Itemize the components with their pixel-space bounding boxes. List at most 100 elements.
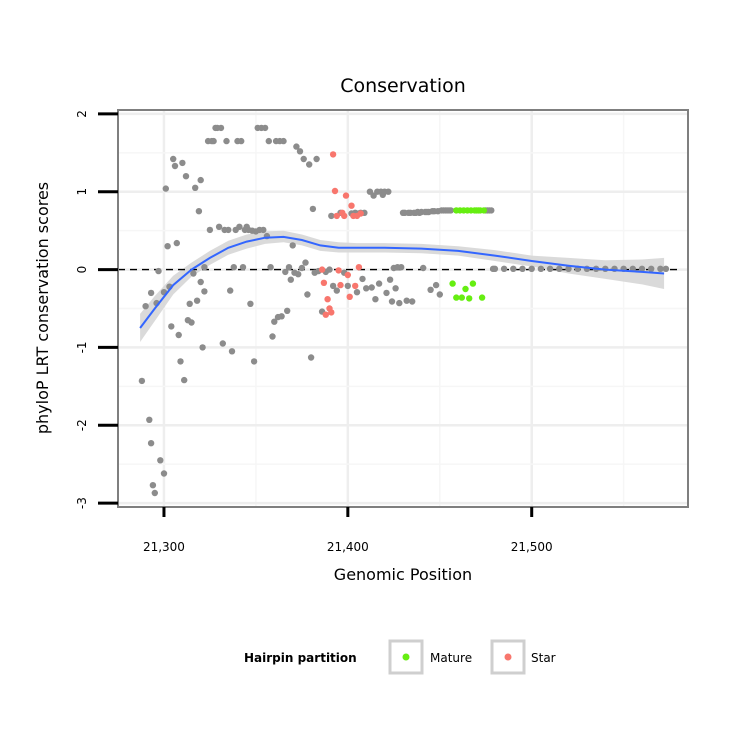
point-other (396, 299, 403, 307)
point-other (228, 348, 236, 355)
point-other (175, 331, 182, 339)
point-other (528, 265, 535, 272)
point-other (170, 155, 177, 163)
point-other (353, 289, 361, 296)
point-other (201, 264, 208, 271)
point-other (285, 264, 293, 271)
point-other (284, 307, 291, 314)
point-other (491, 265, 499, 272)
point-other (238, 137, 245, 145)
point-other (326, 266, 333, 273)
point-other (302, 259, 309, 266)
point-star (331, 187, 339, 195)
point-other (168, 323, 175, 330)
point-other (225, 226, 232, 234)
y-tick-label: -3 (75, 497, 89, 509)
point-star (322, 311, 329, 318)
plot-border (117, 109, 689, 508)
point-other (383, 289, 390, 297)
point-other (289, 242, 296, 249)
point-other (199, 344, 206, 351)
point-other (186, 300, 193, 307)
point-star (318, 266, 326, 273)
point-other (510, 265, 517, 272)
point-other (223, 137, 230, 145)
point-other (227, 287, 234, 294)
point-other (278, 313, 285, 320)
point-other (151, 489, 158, 497)
smooth-line (139, 235, 665, 329)
point-other (265, 137, 272, 145)
point-other (215, 223, 223, 230)
point-other (403, 297, 410, 304)
point-other (155, 267, 162, 275)
x-tick-label: 21,400 (327, 540, 369, 554)
point-other (157, 457, 164, 464)
legend-label-star: Star (531, 651, 556, 665)
point-other (648, 265, 655, 272)
point-mature (458, 294, 465, 301)
point-star (344, 271, 351, 279)
point-star (335, 267, 342, 274)
point-other (372, 296, 379, 303)
point-star (333, 212, 340, 220)
point-star (352, 282, 359, 290)
point-other (363, 285, 370, 292)
point-other (142, 303, 149, 310)
point-other (427, 286, 434, 293)
point-other (556, 265, 563, 272)
point-star (342, 192, 350, 199)
x-tick-label: 21,300 (143, 540, 185, 554)
legend: Hairpin partition Mature Star (244, 639, 556, 675)
point-other (188, 319, 195, 326)
point-other (304, 291, 311, 298)
point-other (436, 291, 443, 298)
point-other (147, 289, 155, 297)
point-other (250, 358, 258, 365)
point-other (359, 275, 366, 283)
point-other (190, 270, 197, 277)
point-other (386, 276, 394, 283)
point-mature (480, 207, 488, 214)
point-star (357, 210, 364, 217)
point-other (267, 264, 274, 271)
point-other (447, 207, 454, 214)
chart-title: Conservation (340, 75, 466, 97)
point-mature (478, 294, 486, 301)
point-star (324, 296, 331, 303)
point-other (546, 265, 554, 272)
confidence-band (140, 230, 665, 342)
point-other (210, 137, 217, 145)
legend-dot-star (504, 653, 512, 661)
point-other (500, 265, 508, 272)
point-other (409, 298, 416, 305)
point-other (307, 354, 315, 361)
point-other (193, 297, 201, 304)
point-other (261, 124, 269, 132)
smooth-curve (139, 235, 665, 329)
point-other (432, 281, 440, 289)
point-other (519, 265, 526, 272)
point-other (375, 280, 383, 287)
x-axis-title: Genomic Position (334, 565, 472, 584)
point-other (219, 340, 226, 347)
point-other (565, 265, 572, 272)
point-other (309, 205, 317, 213)
point-other (271, 318, 278, 325)
point-other (388, 298, 396, 305)
legend-label-mature: Mature (430, 651, 472, 665)
point-other (306, 161, 313, 168)
point-mature (469, 280, 477, 287)
point-other (296, 148, 304, 155)
point-other (537, 265, 545, 272)
y-axis-title: phyloP LRT conservation scores (33, 182, 52, 434)
point-other (344, 282, 351, 290)
axes: 21,300 21,400 21,500 -3 -2 -1 0 1 2 (75, 109, 689, 554)
legend-title: Hairpin partition (244, 651, 357, 665)
confidence-band-area (140, 230, 665, 342)
point-other (282, 268, 289, 276)
point-star (320, 279, 328, 286)
y-tick-label: -1 (75, 341, 89, 353)
point-other (638, 265, 646, 272)
point-mature (449, 280, 456, 287)
